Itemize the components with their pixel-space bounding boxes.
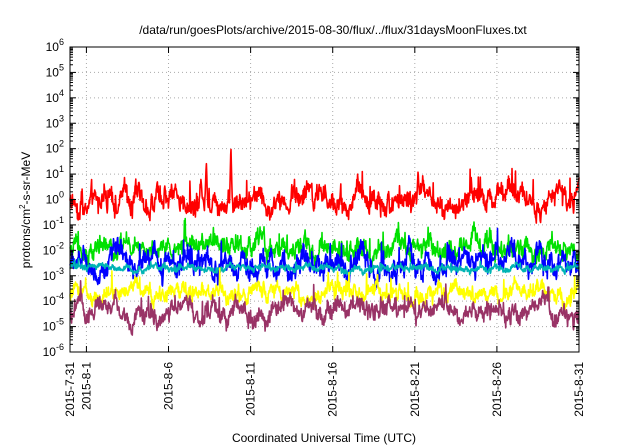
y-tick-label: 105 (46, 62, 64, 79)
y-tick-label-exp: 3 (59, 113, 64, 123)
y-tick-label: 10-3 (43, 266, 64, 283)
y-tick-label: 10-5 (43, 317, 64, 334)
y-axis-label-rest: -s-sr-MeV (19, 152, 33, 205)
y-tick-label-base: 10 (46, 40, 60, 54)
y-tick-label-exp: -2 (56, 240, 64, 250)
x-tick-label: 2015-8-31 (572, 362, 586, 417)
y-tick-label-exp: 0 (59, 190, 64, 200)
y-tick-label-exp: -5 (56, 317, 64, 327)
x-tick-label: 2015-8-26 (490, 362, 504, 417)
y-axis-label-base: protons/cm (19, 209, 33, 268)
x-tick-label: 2015-8-6 (162, 362, 176, 410)
y-tick-label: 10-4 (43, 291, 64, 308)
y-tick-label: 100 (46, 190, 64, 207)
y-tick-label: 10-1 (43, 215, 64, 232)
y-tick-label-base: 10 (43, 243, 57, 257)
x-tick-label: 2015-8-1 (79, 362, 93, 410)
y-tick-label-exp: -4 (56, 291, 64, 301)
y-tick-label: 102 (46, 139, 64, 156)
series-line-6 (69, 279, 580, 336)
y-tick-label: 103 (46, 113, 64, 130)
y-tick-label-exp: -6 (56, 342, 64, 352)
y-tick-label: 10-6 (43, 342, 64, 359)
y-tick-label-base: 10 (43, 320, 57, 334)
y-tick-label-base: 10 (43, 294, 57, 308)
y-axis-label: protons/cm2-s-sr-MeV (18, 152, 33, 268)
y-tick-label-base: 10 (46, 91, 60, 105)
y-axis-label-sup: 2 (18, 204, 27, 209)
y-tick-label-exp: -1 (56, 215, 64, 225)
x-tick-label: 2015-8-16 (326, 362, 340, 417)
y-tick-label: 101 (46, 164, 64, 181)
y-tick-label-exp: 6 (59, 37, 64, 47)
x-tick-label: 2015-8-11 (244, 362, 258, 416)
x-tick-label: 2015-7-31 (63, 362, 77, 417)
series-group (69, 148, 580, 336)
series-line-1 (69, 148, 580, 224)
y-tick-label-base: 10 (46, 193, 60, 207)
y-tick-label-exp: 4 (59, 88, 64, 98)
y-tick-label-base: 10 (43, 345, 57, 359)
series-line-4 (69, 257, 580, 276)
y-tick-label-base: 10 (46, 142, 60, 156)
chart-title: /data/run/goesPlots/archive/2015-08-30/f… (139, 23, 527, 37)
y-ticks: 10-610-510-410-310-210-11001011021031041… (43, 37, 579, 359)
y-tick-label-exp: 5 (59, 62, 64, 72)
y-tick-label-base: 10 (46, 116, 60, 130)
y-tick-label-exp: 2 (59, 139, 64, 149)
y-tick-label-exp: 1 (59, 164, 64, 174)
series-line-3 (69, 227, 580, 291)
y-tick-label: 10-2 (43, 240, 64, 257)
y-tick-label-base: 10 (46, 65, 60, 79)
series-line-5 (69, 267, 580, 311)
y-tick-label-exp: -3 (56, 266, 64, 276)
x-tick-label: 2015-8-21 (408, 362, 422, 417)
y-tick-label-base: 10 (43, 218, 57, 232)
y-tick-label: 106 (46, 37, 64, 54)
x-axis-label: Coordinated Universal Time (UTC) (232, 431, 416, 445)
y-tick-label: 104 (46, 88, 64, 105)
x-ticks: 2015-7-31 2015-8-1 2015-8-6 2015-8-11 2015-8… (63, 47, 586, 417)
y-tick-label-base: 10 (43, 269, 57, 283)
y-tick-label-base: 10 (46, 167, 60, 181)
